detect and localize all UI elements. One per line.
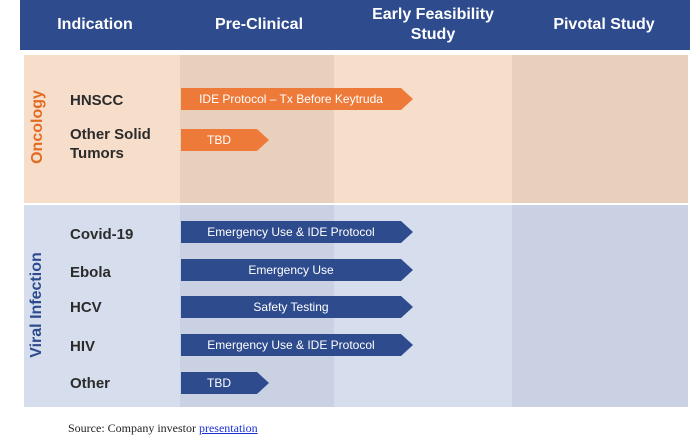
bar-hnscc: IDE Protocol – Tx Before Keytruda [181,88,413,110]
bar-hiv: Emergency Use & IDE Protocol [181,334,413,356]
source-prefix: Source: Company investor [68,421,199,435]
oncology-label: Oncology [29,90,46,164]
indication-covid-19: Covid-19 [70,226,134,243]
indication-hiv: HIV [70,338,96,355]
bar-other-solid-tumors: TBD [181,129,269,151]
indication-ebola: Ebola [70,264,111,281]
bar-ebola: Emergency Use [181,259,413,281]
viral-infection-label: Viral Infection [28,252,45,358]
indication-hnscc: HNSCC [70,92,124,109]
bar-hcv: Safety Testing [181,296,413,318]
bar-covid-19: Emergency Use & IDE Protocol [181,221,413,243]
indication-other: Other [70,375,111,392]
viral-pivotal-shade [512,205,688,407]
indication-other-solid-line2: Tumors [70,145,124,162]
bar-other: TBD [181,372,269,394]
indication-other-solid-tumors: Other Solid Tumors [70,125,151,163]
table-header: Indication Pre-Clinical Early Feasibilit… [20,0,690,50]
header-early-line2: Study [410,26,456,43]
indication-other-solid-line1: Other Solid [70,126,151,143]
header-early-feasibility: Early Feasibility Study [348,0,518,50]
source-presentation-link[interactable]: presentation [198,421,258,435]
oncology-pivotal-shade [512,55,688,203]
header-early-line1: Early Feasibility [372,6,494,23]
header-indication: Indication [57,16,133,33]
header-pivotal: Pivotal Study [553,16,655,33]
source-note: Source: Company investor presentation [68,421,258,436]
header-pre-clinical: Pre-Clinical [214,16,304,33]
indication-hcv: HCV [70,299,102,316]
